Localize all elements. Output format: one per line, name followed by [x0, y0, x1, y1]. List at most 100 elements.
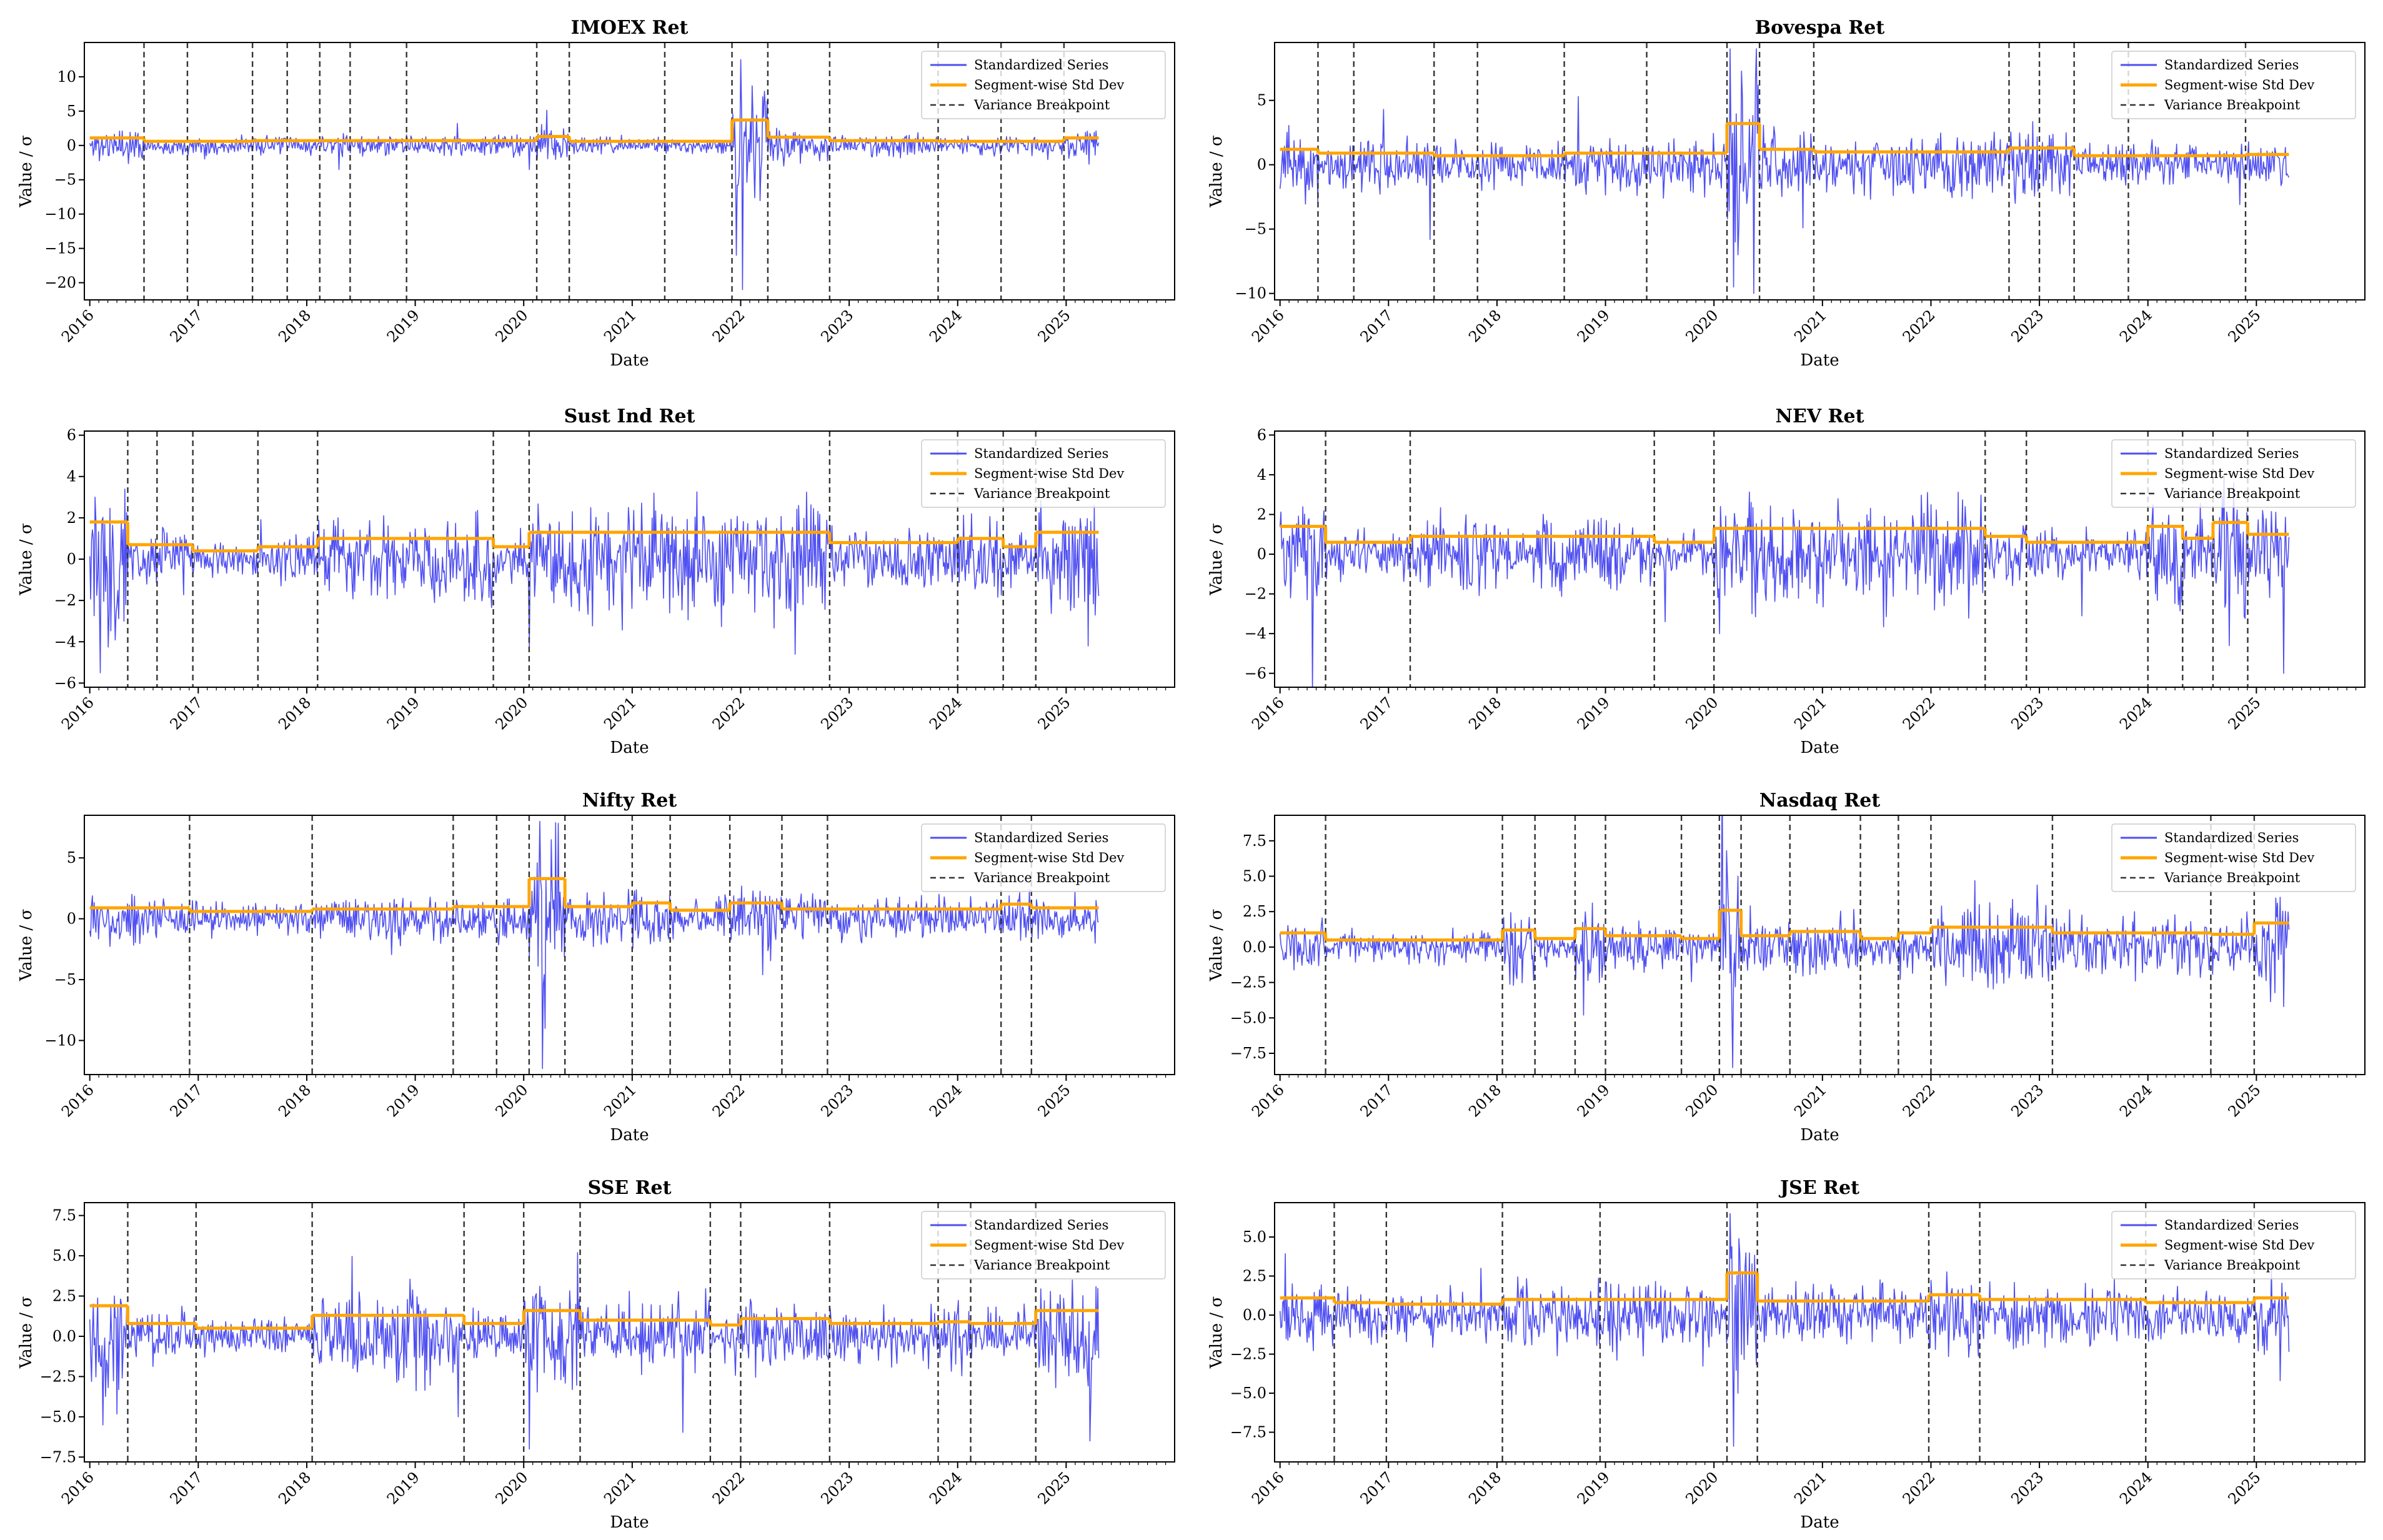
- legend-box: [2111, 439, 2356, 508]
- x-tick-label: 2022: [1899, 693, 1939, 733]
- x-axis-label: Date: [610, 1126, 649, 1145]
- x-tick-label: 2025: [1035, 1081, 1074, 1120]
- series-line: [1279, 474, 2290, 687]
- chart-panel: JSE Ret −7.5 −5.0 −2.5 0.0 2.5 5.0 2016 2017 2018…: [1207, 1177, 2366, 1532]
- series-line: [89, 489, 1100, 673]
- legend-label: Standardized Series: [2164, 57, 2299, 72]
- chart-panel: SSE Ret −7.5 −5.0 −2.5 0.0 2.5 5.0 7.5 2016 2017 2…: [17, 1177, 1175, 1532]
- y-tick-label: −5: [1245, 221, 1266, 238]
- y-tick-label: 5.0: [52, 1247, 76, 1264]
- x-tick-label: 2017: [167, 306, 206, 345]
- y-tick-label: 4: [1257, 466, 1266, 484]
- x-tick-label: 2019: [1574, 1468, 1613, 1508]
- axes-frame: [1274, 430, 2366, 688]
- legend-box: [2111, 1211, 2356, 1279]
- x-tick-label: 2016: [58, 693, 97, 733]
- chart-title: Bovespa Ret: [1755, 17, 1885, 39]
- y-tick-label: 2.5: [1243, 903, 1266, 920]
- y-tick-label: 2: [1257, 505, 1266, 523]
- series-line: [89, 1252, 1100, 1450]
- y-tick-label: −7.5: [40, 1448, 76, 1466]
- legend-box: [2111, 823, 2356, 892]
- x-tick-label: 2020: [492, 693, 531, 733]
- legend: Standardized Series Segment-wise Std Dev V…: [921, 823, 1166, 892]
- y-tick-label: −2.5: [40, 1368, 76, 1385]
- legend-label: Variance Breakpoint: [2164, 97, 2301, 112]
- legend-label: Standardized Series: [974, 1218, 1108, 1233]
- x-tick-label: 2016: [58, 306, 97, 345]
- x-tick-label: 2022: [709, 1468, 749, 1508]
- y-tick-label: 7.5: [1243, 832, 1266, 850]
- y-tick-label: −4: [54, 633, 76, 650]
- x-tick-label: 2021: [1791, 306, 1830, 345]
- legend-box: [921, 51, 1166, 119]
- y-tick-label: −2.5: [1230, 1346, 1266, 1363]
- y-tick-label: 2.5: [1243, 1268, 1266, 1285]
- y-tick-label: 5: [67, 849, 76, 867]
- axes-frame: [1274, 815, 2366, 1075]
- x-tick-label: 2021: [1791, 693, 1830, 733]
- y-tick-label: 5: [67, 102, 76, 120]
- legend: Standardized Series Segment-wise Std Dev V…: [921, 51, 1166, 119]
- x-tick-label: 2017: [167, 1081, 206, 1120]
- chart-panel: Nasdaq Ret −7.5 −5.0 −2.5 0.0 2.5 5.0 7.5 2016 20…: [1207, 790, 2366, 1145]
- series-line: [89, 820, 1099, 1070]
- x-tick-label: 2018: [275, 693, 314, 733]
- y-axis-label: Value / σ: [1207, 909, 1226, 981]
- y-tick-label: 0: [1257, 156, 1266, 174]
- legend-box: [921, 439, 1166, 508]
- x-tick-label: 2020: [492, 306, 531, 345]
- x-tick-label: 2024: [2116, 1081, 2156, 1120]
- legend-label: Variance Breakpoint: [973, 97, 1110, 112]
- x-tick-label: 2023: [2007, 1081, 2047, 1120]
- x-tick-label: 2020: [492, 1468, 531, 1508]
- x-tick-label: 2016: [1248, 306, 1288, 345]
- y-tick-label: 2: [67, 509, 76, 527]
- x-tick-label: 2022: [709, 693, 749, 733]
- x-tick-label: 2016: [1248, 1081, 1288, 1120]
- x-axis-label: Date: [610, 351, 649, 370]
- x-tick-label: 2018: [275, 306, 314, 345]
- x-tick-label: 2022: [1899, 306, 1939, 345]
- x-tick-label: 2020: [1682, 1468, 1721, 1508]
- chart-panel: IMOEX Ret −20 −15 −10 −5 0 5 10 2016 2017 2018 2019…: [17, 17, 1175, 370]
- legend: Standardized Series Segment-wise Std Dev V…: [2111, 1211, 2356, 1279]
- chart-panel: Nifty Ret −10 −5 0 5 2016 2017 2018 2019 2020 2021…: [17, 790, 1175, 1145]
- x-tick-label: 2018: [1465, 1081, 1505, 1120]
- x-tick-label: 2024: [926, 693, 965, 733]
- x-tick-label: 2020: [1682, 306, 1721, 345]
- y-tick-label: −5: [54, 171, 76, 189]
- y-tick-label: 7.5: [52, 1207, 76, 1225]
- legend-label: Segment-wise Std Dev: [2164, 850, 2314, 865]
- x-axis-label: Date: [1800, 1126, 1839, 1145]
- x-tick-label: 2023: [817, 306, 857, 345]
- x-tick-label: 2023: [2007, 693, 2047, 733]
- x-tick-label: 2018: [1465, 1468, 1505, 1508]
- x-tick-label: 2016: [58, 1081, 97, 1120]
- y-tick-label: −10: [1235, 285, 1266, 302]
- y-tick-label: −6: [1245, 665, 1266, 682]
- chart-title: Sust Ind Ret: [564, 405, 695, 427]
- y-tick-label: 6: [67, 427, 76, 444]
- x-axis-label: Date: [1800, 1513, 1839, 1532]
- y-tick-label: 10: [57, 68, 76, 86]
- y-tick-label: 0.0: [1243, 938, 1266, 956]
- legend: Standardized Series Segment-wise Std Dev V…: [921, 1211, 1166, 1279]
- y-tick-label: 5.0: [1243, 868, 1266, 885]
- x-tick-label: 2024: [926, 1081, 965, 1120]
- y-axis-label: Value / σ: [17, 523, 36, 595]
- chart-title: IMOEX Ret: [571, 17, 689, 39]
- x-tick-label: 2025: [1035, 306, 1074, 345]
- x-tick-label: 2020: [492, 1081, 531, 1120]
- axes-frame: [1274, 42, 2366, 301]
- y-axis-label: Value / σ: [17, 1296, 36, 1369]
- x-axis-label: Date: [1800, 351, 1839, 370]
- x-tick-label: 2016: [1248, 693, 1288, 733]
- x-tick-label: 2025: [2225, 693, 2264, 733]
- x-tick-label: 2024: [926, 1468, 965, 1508]
- legend-box: [2111, 51, 2356, 119]
- x-tick-label: 2024: [2116, 1468, 2156, 1508]
- x-tick-label: 2024: [2116, 306, 2156, 345]
- y-axis-label: Value / σ: [1207, 135, 1226, 207]
